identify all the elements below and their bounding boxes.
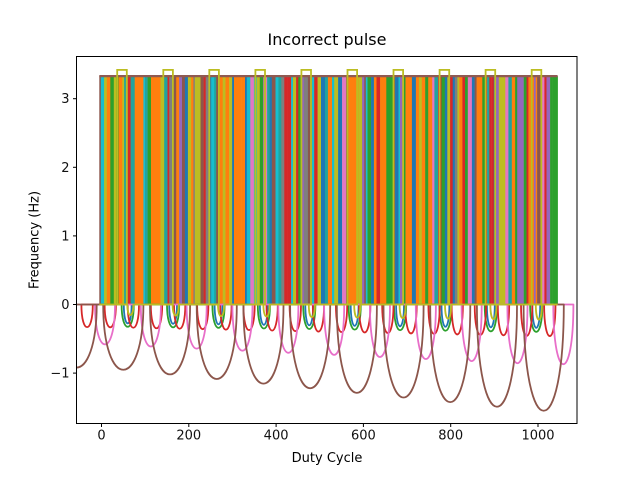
svg-text:0: 0 [97, 429, 105, 444]
svg-text:800: 800 [438, 429, 463, 444]
y-axis-label: Frequency (Hz) [27, 190, 43, 290]
svg-text:400: 400 [264, 429, 289, 444]
svg-text:2: 2 [61, 161, 69, 176]
svg-text:0: 0 [61, 298, 69, 313]
svg-text:−1: −1 [50, 367, 69, 382]
chart-title: Incorrect pulse [267, 30, 387, 49]
x-axis-label: Duty Cycle [291, 451, 363, 466]
svg-text:600: 600 [351, 429, 376, 444]
svg-text:1000: 1000 [521, 429, 554, 444]
svg-text:200: 200 [176, 429, 201, 444]
svg-text:1: 1 [61, 229, 69, 244]
svg-text:3: 3 [61, 92, 69, 107]
